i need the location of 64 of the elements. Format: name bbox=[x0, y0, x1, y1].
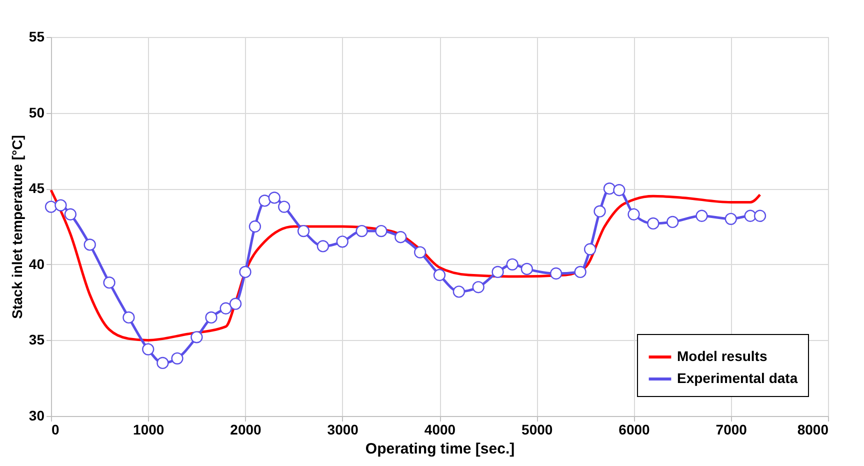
point bbox=[239, 266, 252, 278]
point bbox=[316, 240, 330, 252]
x-tick-label: 8000 bbox=[797, 422, 829, 438]
point bbox=[754, 210, 766, 222]
point bbox=[433, 268, 446, 282]
point bbox=[258, 194, 271, 207]
point bbox=[356, 224, 368, 238]
point bbox=[205, 311, 218, 324]
point bbox=[724, 212, 737, 225]
point bbox=[628, 208, 640, 220]
point bbox=[394, 231, 407, 244]
y-tick-label: 35 bbox=[28, 332, 45, 348]
point bbox=[550, 267, 562, 280]
x-tick-label: 4000 bbox=[424, 422, 456, 438]
x-tick-label: 3000 bbox=[327, 422, 359, 438]
x-tick-label: 0 bbox=[52, 422, 60, 438]
point bbox=[520, 262, 533, 276]
y-tick-label: 50 bbox=[28, 104, 45, 120]
point bbox=[603, 182, 616, 195]
legend-label: Experimental data bbox=[677, 370, 798, 386]
y-tick-label: 55 bbox=[28, 28, 45, 44]
x-tick-label: 5000 bbox=[522, 422, 553, 438]
point bbox=[229, 298, 242, 310]
point bbox=[506, 258, 518, 270]
point bbox=[171, 352, 184, 364]
y-tick-label: 45 bbox=[28, 180, 45, 196]
point bbox=[268, 192, 280, 204]
point bbox=[220, 302, 232, 314]
point bbox=[103, 276, 116, 289]
point bbox=[297, 224, 310, 238]
point bbox=[190, 331, 203, 344]
point bbox=[54, 199, 67, 212]
y-tick-label: 40 bbox=[28, 256, 45, 272]
point bbox=[666, 216, 679, 228]
point bbox=[44, 200, 58, 213]
point bbox=[584, 243, 596, 256]
point bbox=[84, 238, 96, 251]
x-axis-title: Operating time [sec.] bbox=[365, 440, 515, 458]
point bbox=[375, 224, 388, 238]
point bbox=[574, 266, 586, 278]
point bbox=[156, 356, 169, 370]
point bbox=[64, 208, 76, 220]
x-tick-label: 6000 bbox=[618, 422, 650, 438]
x-tick-label: 2000 bbox=[230, 422, 262, 438]
x-tick-label: 7000 bbox=[716, 422, 748, 438]
line-series bbox=[50, 188, 762, 342]
point bbox=[613, 184, 626, 196]
y-axis-title: Stack inlet temperature [°C] bbox=[8, 135, 25, 319]
point bbox=[452, 286, 465, 298]
point bbox=[594, 205, 606, 218]
point bbox=[647, 217, 660, 230]
point bbox=[744, 210, 756, 222]
point bbox=[472, 281, 484, 294]
point bbox=[142, 343, 154, 356]
point bbox=[122, 311, 135, 324]
legend-label: Model results bbox=[677, 348, 768, 364]
point bbox=[414, 246, 426, 258]
point bbox=[278, 200, 290, 213]
x-tick-label: 1000 bbox=[133, 422, 164, 438]
point bbox=[696, 210, 708, 222]
point bbox=[248, 220, 262, 233]
point bbox=[492, 266, 504, 278]
point bbox=[336, 236, 348, 248]
y-tick-label: 30 bbox=[28, 408, 45, 424]
